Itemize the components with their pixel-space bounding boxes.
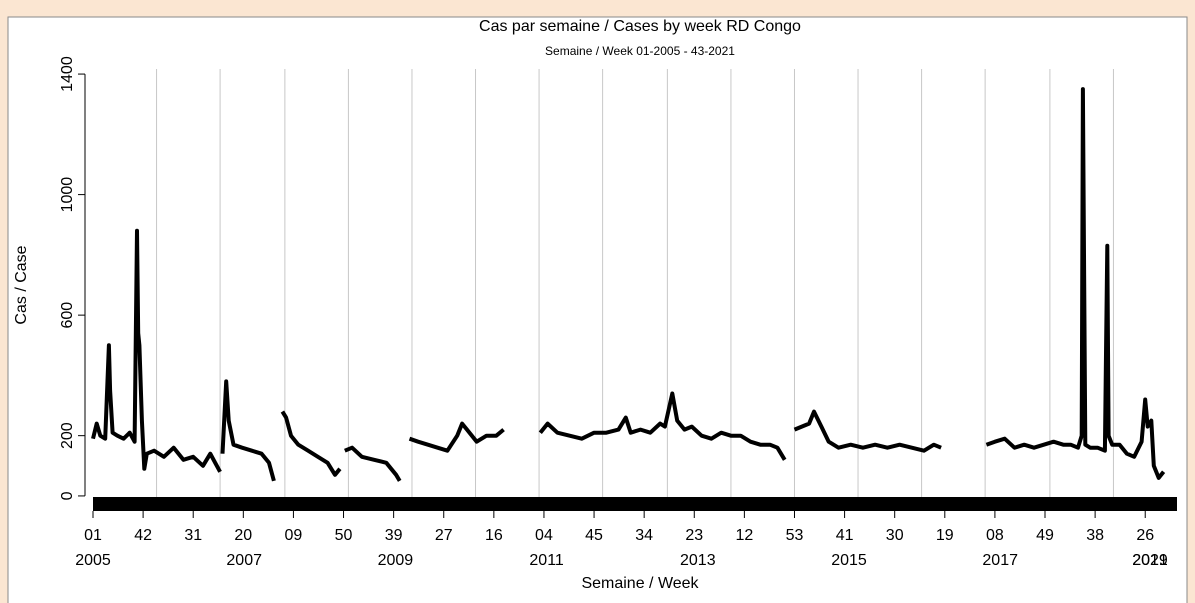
y-axis-label: Cas / Case: [13, 245, 30, 324]
year-label: 2021: [1132, 552, 1168, 569]
year-label: 2005: [75, 552, 111, 569]
y-tick-label: 0: [59, 491, 76, 500]
x-tick-label: 23: [685, 527, 703, 544]
x-tick-label: 30: [886, 527, 904, 544]
x-tick-label: 41: [836, 527, 854, 544]
x-axis-band: [93, 497, 1177, 511]
x-tick-label: 09: [285, 527, 303, 544]
x-tick-label: 08: [986, 527, 1004, 544]
x-tick-label: 45: [585, 527, 603, 544]
year-label: 2009: [378, 552, 414, 569]
year-label: 2007: [226, 552, 262, 569]
y-tick-label: 1400: [59, 56, 76, 92]
x-tick-label: 27: [435, 527, 453, 544]
y-tick-label: 600: [59, 302, 76, 329]
chart-subtitle: Semaine / Week 01-2005 - 43-2021: [545, 44, 735, 58]
x-tick-label: 20: [234, 527, 252, 544]
year-label: 2017: [982, 552, 1018, 569]
x-tick-label: 50: [335, 527, 353, 544]
x-tick-label: 39: [385, 527, 403, 544]
x-tick-label: 42: [134, 527, 152, 544]
x-tick-label: 38: [1086, 527, 1104, 544]
year-label: 2019: [1132, 552, 1168, 569]
x-tick-label: 53: [786, 527, 804, 544]
x-tick-label: 19: [936, 527, 954, 544]
x-tick-label: 49: [1036, 527, 1054, 544]
x-tick-label: 31: [184, 527, 202, 544]
series-line: [91, 87, 1166, 482]
year-label: 2015: [831, 552, 867, 569]
x-axis-label: Semaine / Week: [581, 575, 699, 592]
y-tick-label: 200: [59, 422, 76, 449]
chart-title: Cas par semaine / Cases by week RD Congo: [479, 18, 801, 35]
x-tick-label: 16: [485, 527, 503, 544]
x-tick-label: 12: [735, 527, 753, 544]
panel: [7, 16, 1188, 603]
x-tick-label: 01: [84, 527, 102, 544]
year-label: 2011: [529, 552, 564, 569]
x-tick-label: 04: [535, 527, 553, 544]
x-tick-label: 34: [635, 527, 653, 544]
y-tick-label: 1000: [59, 177, 76, 213]
x-tick-label: 26: [1136, 527, 1154, 544]
year-label: 2013: [680, 552, 716, 569]
